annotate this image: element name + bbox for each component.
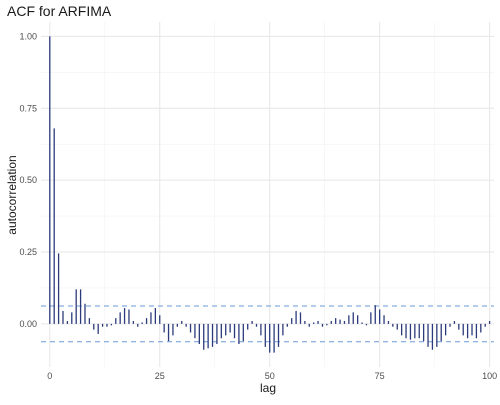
y-tick-label: 1.00 bbox=[19, 31, 37, 41]
y-tick-label: 0.75 bbox=[19, 103, 37, 113]
y-tick-label: 0.25 bbox=[19, 247, 37, 257]
x-tick-label: 25 bbox=[155, 371, 165, 381]
tick-labels: 0 25 50 75 100 0.00 0.25 0.50 0.75 1.00 bbox=[19, 31, 497, 381]
y-tick-label: 0.00 bbox=[19, 319, 37, 329]
x-axis-label: lag bbox=[260, 381, 276, 395]
y-axis-label: autocorrelation bbox=[5, 155, 19, 234]
grid-layer bbox=[41, 22, 494, 367]
x-tick-label: 50 bbox=[265, 371, 275, 381]
x-tick-label: 100 bbox=[482, 371, 497, 381]
y-tick-label: 0.50 bbox=[19, 175, 37, 185]
x-tick-label: 75 bbox=[375, 371, 385, 381]
confidence-bounds bbox=[41, 305, 494, 343]
x-tick-label: 0 bbox=[47, 371, 52, 381]
acf-bars bbox=[49, 36, 491, 353]
chart-title: ACF for ARFIMA bbox=[7, 3, 112, 19]
